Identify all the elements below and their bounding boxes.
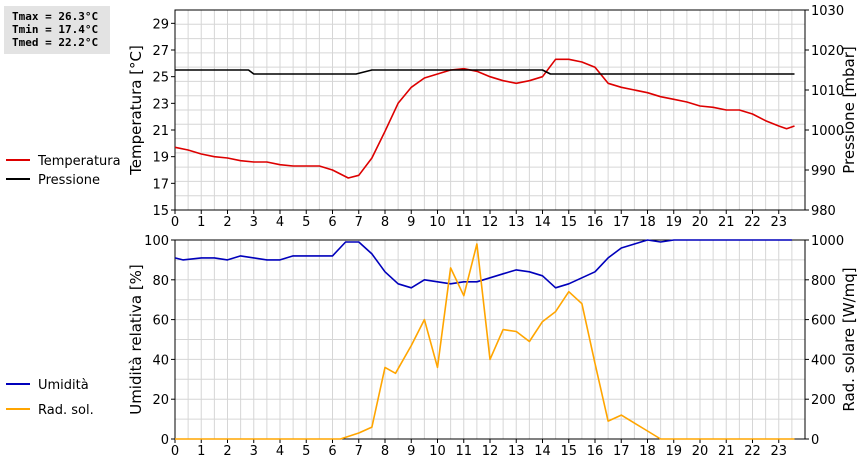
y-tick-label: 25 [152, 71, 169, 86]
y2-tick-label: 1000 [811, 124, 844, 139]
x-tick-label: 17 [613, 444, 630, 459]
y-tick-label: 0 [161, 433, 169, 448]
x-tick-label: 14 [534, 444, 551, 459]
y-tick-label: 23 [152, 97, 169, 112]
x-tick-label: 20 [692, 444, 709, 459]
x-tick-label: 14 [534, 215, 551, 230]
y-tick-label: 15 [152, 204, 169, 219]
legend-label: Rad. sol. [38, 403, 94, 418]
y2-tick-label: 990 [811, 164, 836, 179]
x-tick-label: 20 [692, 215, 709, 230]
y-tick-label: 21 [152, 124, 169, 139]
x-tick-label: 22 [744, 444, 761, 459]
x-tick-label: 16 [587, 444, 604, 459]
x-tick-label: 6 [328, 215, 336, 230]
x-tick-label: 21 [718, 215, 735, 230]
x-tick-label: 15 [560, 215, 577, 230]
y2-tick-label: 1030 [811, 4, 844, 19]
x-tick-label: 5 [302, 215, 310, 230]
x-tick-label: 7 [355, 444, 363, 459]
stats-box: Tmax = 26.3°C Tmin = 17.4°C Tmed = 22.2°… [4, 6, 110, 54]
x-tick-label: 3 [250, 444, 258, 459]
y2-tick-label: 1020 [811, 44, 844, 59]
x-tick-label: 11 [455, 444, 472, 459]
legend-label: Umidità [38, 378, 89, 393]
x-tick-label: 8 [381, 444, 389, 459]
y-tick-label: 19 [152, 151, 169, 166]
x-tick-label: 12 [482, 215, 499, 230]
x-tick-label: 13 [508, 215, 525, 230]
y-tick-label: 60 [152, 314, 169, 329]
x-tick-label: 1 [197, 444, 205, 459]
x-tick-label: 21 [718, 444, 735, 459]
y2-axis-label: Rad. solare [W/mq] [840, 267, 858, 411]
x-tick-label: 9 [407, 444, 415, 459]
series-line-0 [174, 239, 792, 289]
y2-tick-label: 0 [811, 433, 819, 448]
tmax-stat: Tmax = 26.3°C [12, 10, 99, 23]
x-tick-label: 6 [328, 444, 336, 459]
y-tick-label: 20 [152, 393, 169, 408]
x-tick-label: 3 [250, 215, 258, 230]
x-tick-label: 0 [171, 444, 179, 459]
x-tick-label: 7 [355, 215, 363, 230]
x-tick-label: 2 [223, 215, 231, 230]
y2-tick-label: 1010 [811, 84, 844, 99]
x-tick-label: 19 [665, 444, 682, 459]
tmed-stat: Tmed = 22.2°C [12, 36, 99, 49]
y-tick-label: 100 [144, 234, 169, 249]
x-tick-label: 11 [455, 215, 472, 230]
x-tick-label: 19 [665, 215, 682, 230]
y2-tick-label: 1000 [811, 234, 844, 249]
series-line-0 [174, 58, 795, 179]
x-tick-label: 18 [639, 215, 656, 230]
x-tick-label: 10 [429, 444, 446, 459]
x-tick-label: 4 [276, 444, 284, 459]
y2-tick-label: 600 [811, 314, 836, 329]
x-tick-label: 23 [770, 444, 787, 459]
y-tick-label: 27 [152, 44, 169, 59]
x-tick-label: 8 [381, 215, 389, 230]
legend-label: Pressione [38, 173, 100, 188]
y-axis-label: Temperatura [°C] [127, 45, 145, 176]
x-tick-label: 23 [770, 215, 787, 230]
x-tick-label: 13 [508, 444, 525, 459]
x-tick-label: 16 [587, 215, 604, 230]
x-tick-label: 10 [429, 215, 446, 230]
x-tick-label: 17 [613, 215, 630, 230]
x-tick-label: 12 [482, 444, 499, 459]
y2-tick-label: 200 [811, 393, 836, 408]
legend-label: Temperatura [37, 154, 121, 169]
x-tick-label: 5 [302, 444, 310, 459]
x-tick-label: 2 [223, 444, 231, 459]
x-tick-label: 9 [407, 215, 415, 230]
x-tick-label: 18 [639, 444, 656, 459]
tmin-stat: Tmin = 17.4°C [12, 23, 99, 36]
x-tick-label: 0 [171, 215, 179, 230]
x-tick-label: 4 [276, 215, 284, 230]
y2-axis-label: Pressione [mbar] [840, 46, 858, 174]
y-tick-label: 17 [152, 177, 169, 192]
x-tick-label: 15 [560, 444, 577, 459]
y-axis-label: Umidità relativa [%] [127, 264, 145, 415]
series-line-1 [175, 243, 795, 440]
y2-tick-label: 980 [811, 204, 836, 219]
x-tick-label: 1 [197, 215, 205, 230]
y2-tick-label: 400 [811, 353, 836, 368]
x-tick-label: 22 [744, 215, 761, 230]
y2-tick-label: 800 [811, 274, 836, 289]
series-line-1 [175, 69, 795, 75]
y-tick-label: 80 [152, 274, 169, 289]
y-tick-label: 29 [152, 17, 169, 32]
y-tick-label: 40 [152, 353, 169, 368]
